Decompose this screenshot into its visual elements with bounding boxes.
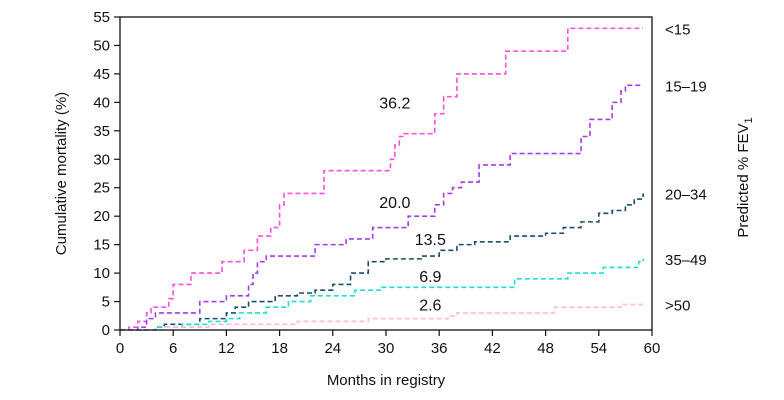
x-tick-label: 24: [324, 340, 341, 357]
right-axis-title-main: Predicted % FEV: [735, 123, 752, 237]
y-tick-label: 5: [102, 294, 110, 311]
series-line: [120, 258, 644, 331]
x-tick-label: 0: [116, 340, 124, 357]
series-label: 35–49: [665, 252, 707, 269]
annotations-group: 36.2 20.0 13.5 6.9 2.6: [379, 95, 446, 314]
y-tick-label: 40: [93, 94, 110, 111]
series-label: 20–34: [665, 186, 707, 203]
annotation-label: 13.5: [415, 232, 446, 249]
y-axis-title: Cumulative mortality (%): [53, 92, 70, 255]
y-tick-label: 0: [102, 322, 110, 339]
x-tick-label: 6: [169, 340, 177, 357]
x-tick-label: 18: [271, 340, 288, 357]
y-tick-label: 30: [93, 151, 110, 168]
right-axis-title-subscript: 1: [743, 117, 755, 123]
x-tick-label: 42: [484, 340, 501, 357]
series-label: 15–19: [665, 78, 707, 95]
y-tick-label: 50: [93, 37, 110, 54]
series-line: [120, 303, 644, 331]
y-tick-label: 10: [93, 265, 110, 282]
series-labels-group: <15 15–19 20–34 35–49 >50: [665, 21, 707, 314]
y-tick-label: 45: [93, 66, 110, 83]
annotation-label: 2.6: [419, 297, 441, 314]
annotation-label: 6.9: [419, 269, 441, 286]
annotation-label: 20.0: [379, 195, 410, 212]
plot-frame: [119, 16, 653, 331]
y-tick-label: 15: [93, 237, 110, 254]
series-line: [120, 84, 644, 331]
x-axis-title: Months in registry: [327, 372, 446, 389]
x-tick-label: 60: [644, 340, 661, 357]
annotation-label: 36.2: [379, 95, 410, 112]
x-tick-label: 54: [590, 340, 607, 357]
series-label: <15: [665, 21, 690, 38]
series-group: [120, 27, 644, 331]
series-label: >50: [665, 297, 690, 314]
axes-group: 0 6 12 18 24 30 36 42 48 54 60 0 5 10 15 20 25 30 35 40 45 50…: [93, 9, 660, 357]
y-tick-label: 25: [93, 180, 110, 197]
series-line: [120, 27, 644, 331]
x-tick-label: 12: [218, 340, 235, 357]
x-tick-label: 30: [378, 340, 395, 357]
right-axis-title: Predicted % FEV1: [735, 117, 755, 237]
y-tick-label: 55: [93, 9, 110, 26]
y-tick-label: 35: [93, 123, 110, 140]
x-tick-label: 36: [431, 340, 448, 357]
x-tick-label: 48: [537, 340, 554, 357]
y-tick-label: 20: [93, 208, 110, 225]
series-line: [120, 193, 644, 331]
